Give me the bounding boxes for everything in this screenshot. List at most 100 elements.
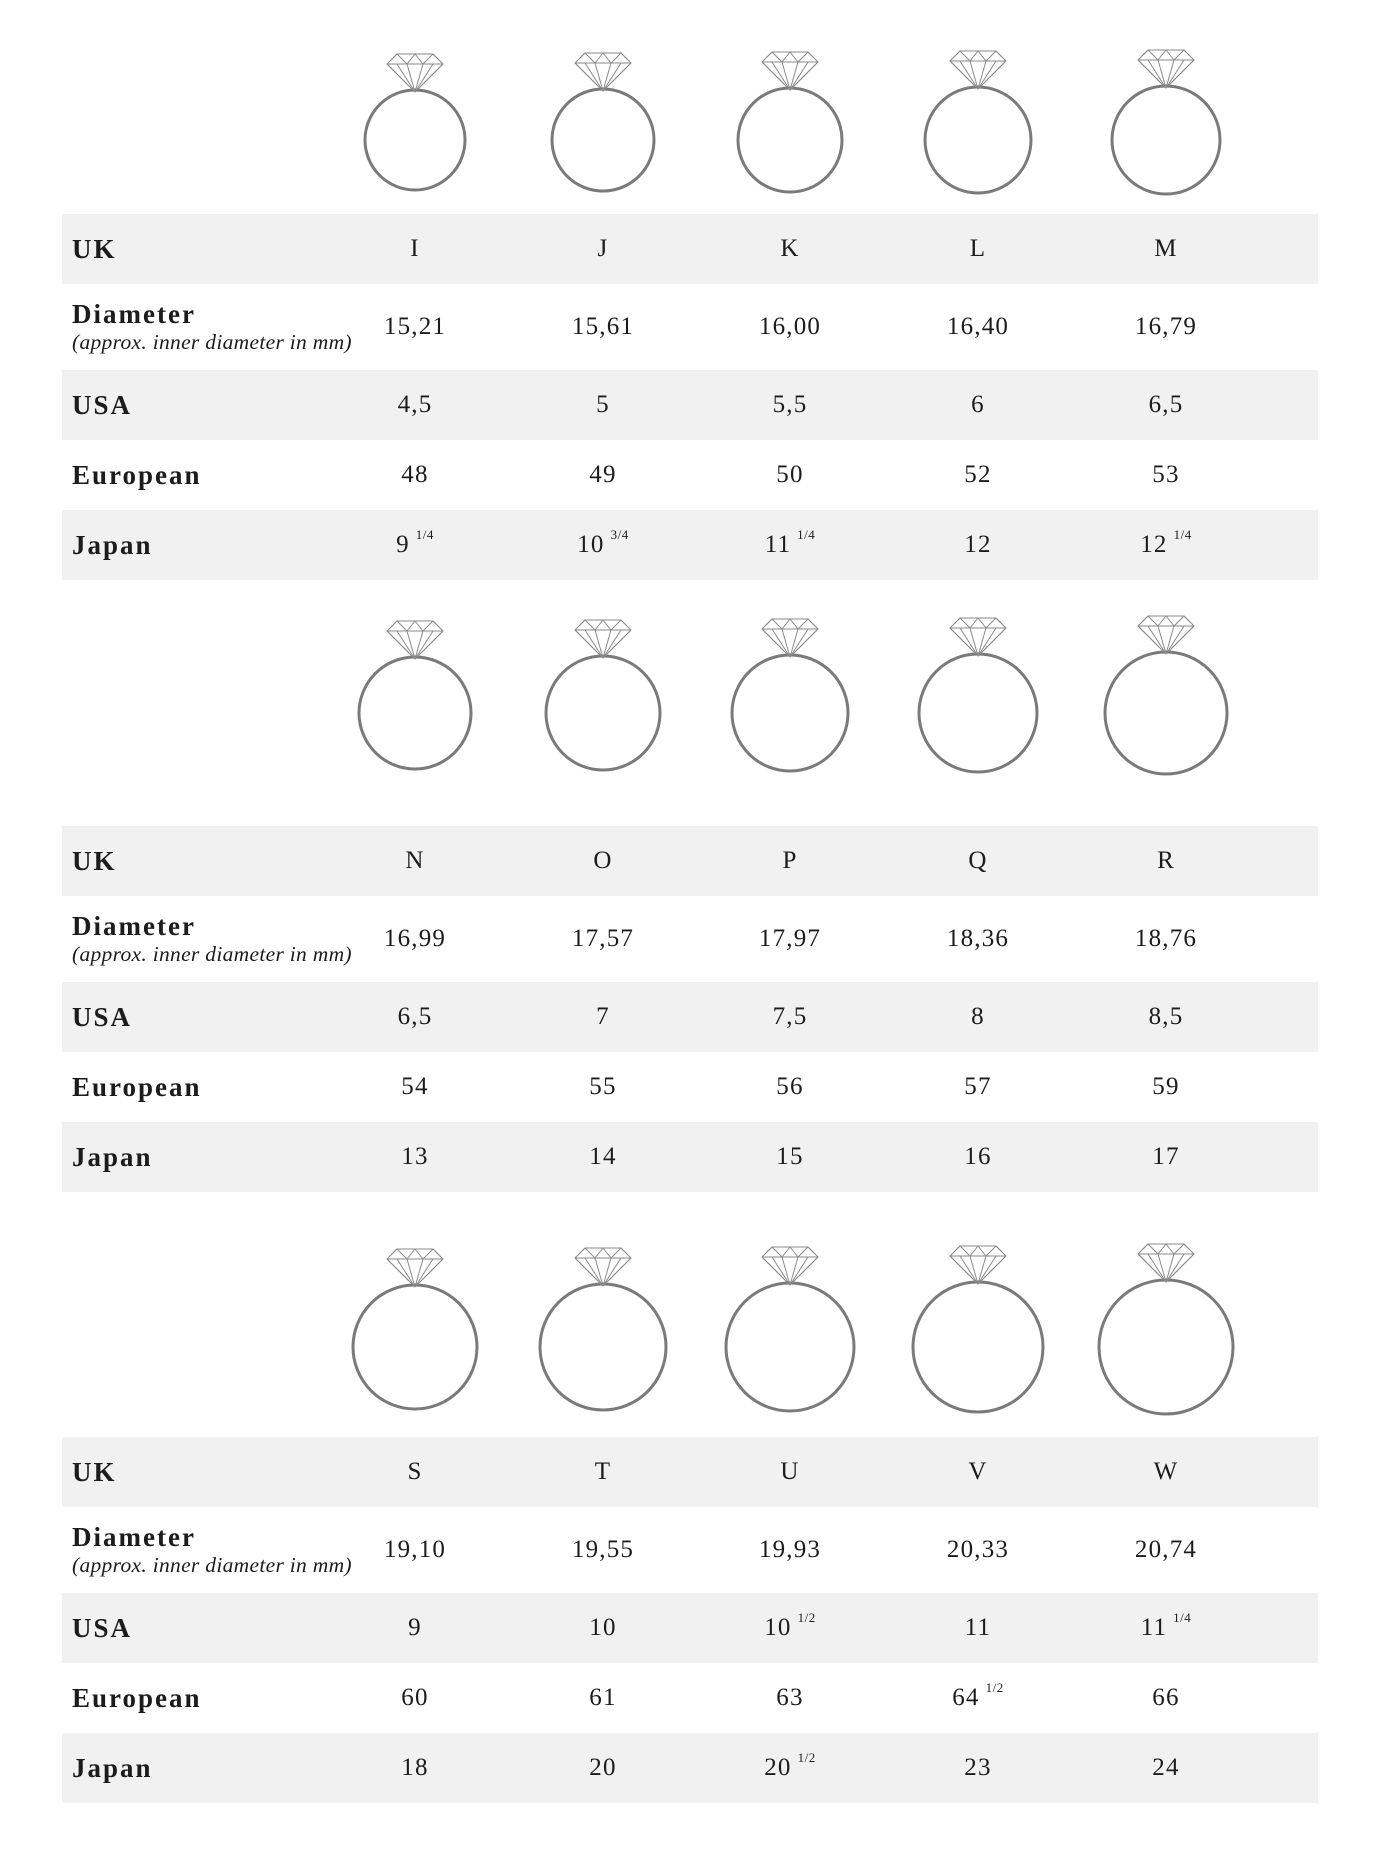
table-cell: 19,10 [383,1536,447,1563]
cell-value: 59 [1152,1073,1180,1100]
table-cell: 16,99 [383,925,447,952]
table-row-diameter: Diameter (approx. inner diameter in mm) 16… [62,896,1318,982]
row-label-text: European [72,1683,202,1713]
table-cell: I [410,235,420,262]
ring-icon [538,1282,668,1412]
cell-value: 61 [589,1684,617,1711]
ring-icon [363,88,467,192]
table-cell: 24 [1152,1754,1179,1782]
cell-fraction: 3/4 [610,527,629,542]
ring-icon [736,86,844,194]
table-cell: V [968,1458,988,1485]
row-label: UK [62,234,418,264]
table-cell: 11 1/4 [1141,1610,1192,1642]
table-cell: 66 [1152,1684,1179,1712]
table-cell: 48 [401,461,428,489]
ring-icon [1103,650,1229,776]
table-row-japan: Japan 9 1/4 10 3/4 11 1/4 12 12 1/4 [62,510,1318,580]
diamond-icon [949,617,1007,657]
size-table: UK S T U V W Diameter (approx. inner diameter i… [62,1437,1318,1803]
cell-value: 6,5 [1148,391,1184,418]
diamond-icon [386,620,444,660]
cell-value: 60 [401,1684,429,1711]
ring-icon [917,652,1039,774]
table-cell: 54 [401,1073,428,1101]
size-table: UK N O P Q R Diameter (approx. inner diameter i… [62,826,1318,1192]
row-label-text: USA [72,390,133,420]
cell-value: 24 [1152,1754,1180,1781]
row-label: Japan [62,1753,418,1783]
row-label: Diameter (approx. inner diameter in mm) [62,1522,418,1578]
cell-fraction: 1/2 [985,1680,1004,1695]
table-cell: Q [968,847,988,874]
table-cell: 23 [964,1754,991,1782]
table-cell: 17,57 [571,925,635,952]
cell-value: 6,5 [397,1003,433,1030]
row-label-text: Diameter [72,1522,196,1552]
table-cell: 5 [596,391,610,419]
table-row-uk: UK I J K L M [62,214,1318,284]
table-cell: 63 [776,1684,803,1712]
diamond-icon [761,618,819,658]
diamond-icon [386,53,444,93]
cell-value: 9 [396,531,410,558]
table-cell: 4,5 [398,391,433,419]
ring-icon [923,85,1033,195]
cell-value: 10 [589,1614,617,1641]
cell-value: 10 [764,1614,792,1641]
table-cell: 12 1/4 [1140,527,1192,559]
cell-value: 23 [964,1754,992,1781]
cell-value: 9 [408,1614,422,1641]
row-label-text: Diameter [72,299,196,329]
table-cell: 7 [596,1003,610,1031]
table-cell: 52 [964,461,991,489]
diamond-icon [574,1247,632,1287]
table-cell: N [405,847,425,874]
row-label-text: Japan [72,1142,153,1172]
table-row-uk: UK N O P Q R [62,826,1318,896]
row-label-text: Diameter [72,911,196,941]
table-cell: 17 [1152,1143,1179,1171]
diamond-icon [1137,49,1195,89]
table-cell: 50 [776,461,803,489]
table-cell: 8,5 [1149,1003,1184,1031]
table-cell: 49 [589,461,616,489]
table-cell: S [407,1458,423,1485]
row-label-text: Japan [72,530,153,560]
table-cell: 11 1/4 [765,527,816,559]
table-cell: T [594,1458,612,1485]
table-cell: 18,76 [1134,925,1198,952]
row-label: UK [62,846,418,876]
table-row-japan: Japan 13 14 15 16 17 [62,1122,1318,1192]
table-cell: 10 1/2 [764,1610,816,1642]
table-cell: 16,40 [946,313,1010,340]
table-cell: 7,5 [773,1003,808,1031]
row-label: European [62,1072,418,1102]
table-row-european: European 48 49 50 52 53 [62,440,1318,510]
row-label-text: UK [72,234,117,264]
table-cell: 12 [964,531,991,559]
table-cell: 18,36 [946,925,1010,952]
table-row-usa: USA 9 10 10 1/2 11 11 1/4 [62,1593,1318,1663]
table-cell: 16 [964,1143,991,1171]
table-cell: 10 [589,1614,616,1642]
table-cell: U [780,1458,800,1485]
cell-value: 14 [589,1143,617,1170]
cell-value: 12 [1140,531,1168,558]
table-cell: 61 [589,1684,616,1712]
cell-value: 16 [964,1143,992,1170]
table-cell: 14 [589,1143,616,1171]
row-label-text: Japan [72,1753,153,1783]
table-cell: 60 [401,1684,428,1712]
table-cell: 6 [971,391,985,419]
cell-value: 48 [401,461,429,488]
table-cell: 6,5 [398,1003,433,1031]
row-label-note: (approx. inner diameter in mm) [72,1553,352,1577]
table-cell: 16,00 [758,313,822,340]
table-cell: 9 1/4 [396,527,434,559]
row-label: Diameter (approx. inner diameter in mm) [62,911,418,967]
table-cell: 6,5 [1149,391,1184,419]
table-cell: 19,93 [758,1536,822,1563]
